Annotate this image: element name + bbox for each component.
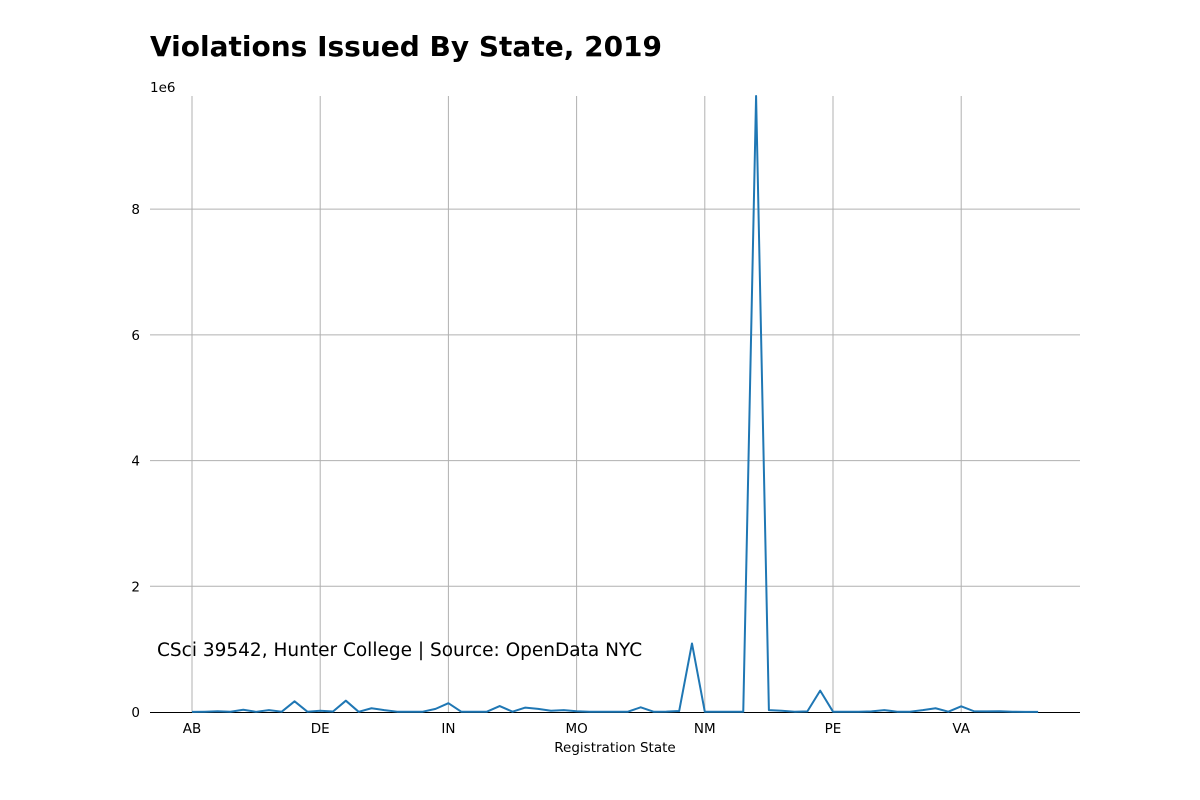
x-tick-label: AB [183, 721, 202, 737]
series-group [191, 95, 1039, 713]
source-annotation: CSci 39542, Hunter College | Source: Ope… [157, 640, 642, 661]
x-tick-label: MO [565, 721, 587, 737]
x-tick-label: DE [311, 721, 330, 737]
y-tick-label: 6 [131, 328, 140, 344]
x-axis-label: Registration State [554, 740, 675, 756]
y-tick-label: 8 [131, 202, 140, 218]
x-tick-label: VA [952, 721, 970, 737]
y-ticks: 0 2 4 6 8 [131, 202, 140, 721]
grid [150, 96, 1080, 712]
y-tick-label: 0 [131, 705, 140, 721]
y-tick-label: 4 [131, 454, 140, 470]
y-offset-label: 1e6 [150, 80, 175, 96]
x-tick-label: IN [441, 721, 455, 737]
chart-title: Violations Issued By State, 2019 [150, 30, 662, 63]
x-ticks: AB DE IN MO NM PE VA [183, 721, 971, 737]
y-tick-label: 2 [131, 579, 140, 595]
series-line [191, 95, 1039, 713]
x-tick-label: PE [825, 721, 842, 737]
x-tick-label: NM [694, 721, 716, 737]
